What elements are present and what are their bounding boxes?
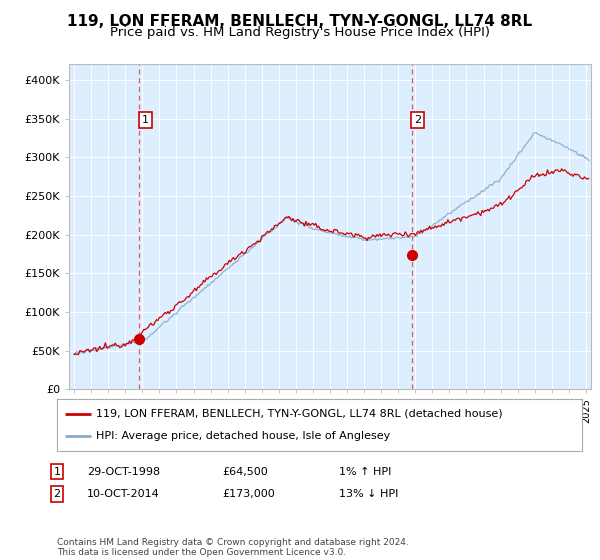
Text: 2: 2 (414, 115, 421, 125)
Text: £173,000: £173,000 (222, 489, 275, 499)
Text: Contains HM Land Registry data © Crown copyright and database right 2024.
This d: Contains HM Land Registry data © Crown c… (57, 538, 409, 557)
Text: 13% ↓ HPI: 13% ↓ HPI (339, 489, 398, 499)
Text: 1: 1 (142, 115, 149, 125)
Text: £64,500: £64,500 (222, 466, 268, 477)
Text: 119, LON FFERAM, BENLLECH, TYN-Y-GONGL, LL74 8RL: 119, LON FFERAM, BENLLECH, TYN-Y-GONGL, … (67, 14, 533, 29)
Text: 29-OCT-1998: 29-OCT-1998 (87, 466, 160, 477)
Text: HPI: Average price, detached house, Isle of Anglesey: HPI: Average price, detached house, Isle… (97, 431, 391, 441)
Text: Price paid vs. HM Land Registry's House Price Index (HPI): Price paid vs. HM Land Registry's House … (110, 26, 490, 39)
Text: 2: 2 (53, 489, 61, 499)
Text: 10-OCT-2014: 10-OCT-2014 (87, 489, 160, 499)
Text: 1% ↑ HPI: 1% ↑ HPI (339, 466, 391, 477)
Text: 119, LON FFERAM, BENLLECH, TYN-Y-GONGL, LL74 8RL (detached house): 119, LON FFERAM, BENLLECH, TYN-Y-GONGL, … (97, 409, 503, 419)
Text: 1: 1 (53, 466, 61, 477)
